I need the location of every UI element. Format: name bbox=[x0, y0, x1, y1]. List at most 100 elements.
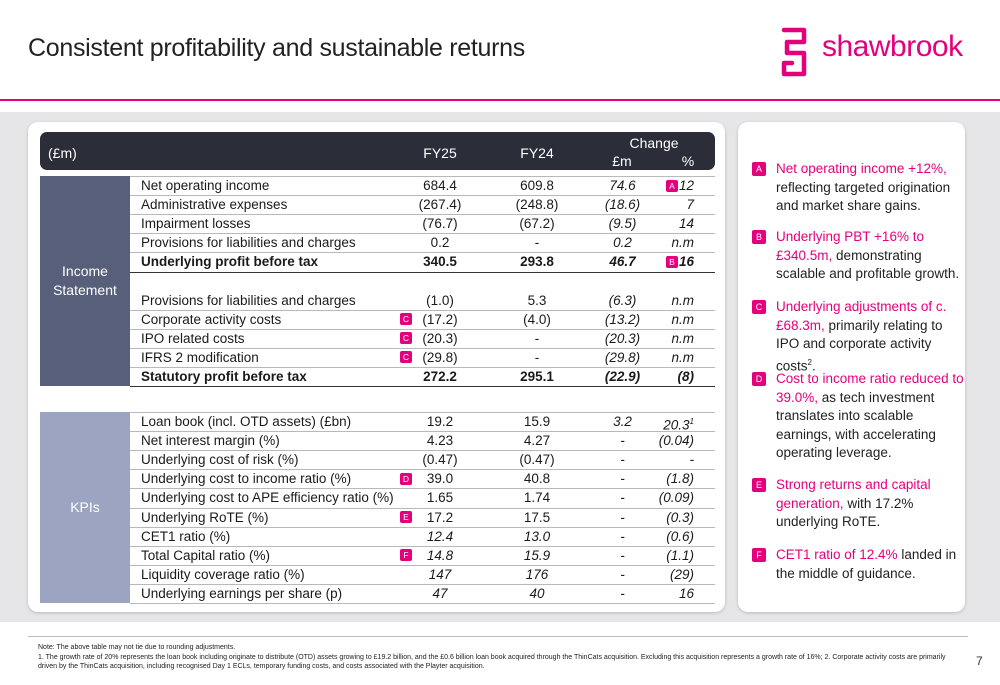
table-cell: 40.8 bbox=[523, 471, 551, 487]
table-cell: 19.2 bbox=[426, 414, 454, 429]
badge: A bbox=[666, 179, 678, 192]
table-cell: - bbox=[620, 528, 625, 544]
badge: C bbox=[400, 313, 412, 326]
callout-badge: C bbox=[752, 300, 766, 314]
table-cell: 293.8 bbox=[520, 254, 554, 270]
row-label: Underlying cost to APE efficiency ratio … bbox=[141, 490, 394, 506]
table-cell: 15.9 bbox=[523, 414, 551, 429]
callout-badge: E bbox=[752, 478, 766, 492]
table-cell: 5.3 bbox=[527, 292, 547, 308]
callout-highlight: Cost to income ratio reduced to 39.0%, bbox=[776, 371, 964, 405]
table-cell: (9.5) bbox=[608, 216, 637, 232]
row-label: Administrative expenses bbox=[141, 197, 288, 213]
callout-body: landed in the middle of guidance. bbox=[776, 547, 957, 581]
page-number: 7 bbox=[976, 654, 983, 668]
table-cell: (29) bbox=[669, 566, 694, 582]
table-cell: 147 bbox=[428, 566, 452, 582]
table-cell: 4.23 bbox=[426, 433, 454, 449]
table-cell: (13.2) bbox=[604, 311, 641, 327]
row-label: Impairment losses bbox=[141, 216, 251, 232]
table-cell: 14.8 bbox=[426, 547, 454, 563]
badge: F bbox=[400, 549, 412, 562]
table-cell: (29.8) bbox=[422, 349, 458, 365]
row-divider bbox=[130, 469, 715, 471]
column-header: FY25 bbox=[423, 145, 457, 161]
row-divider bbox=[130, 386, 715, 388]
table-cell: (0.47) bbox=[519, 452, 555, 468]
table-cell: 16 bbox=[678, 585, 694, 601]
table-cell: 12 bbox=[678, 178, 694, 193]
row-divider bbox=[130, 328, 715, 330]
row-divider bbox=[130, 450, 715, 452]
row-label: Underlying earnings per share (p) bbox=[141, 585, 343, 601]
table-cell: 39.0 bbox=[426, 471, 454, 487]
table-cell: n.m bbox=[671, 349, 694, 365]
row-label: Total Capital ratio (%) bbox=[141, 547, 271, 563]
row-label: Underlying cost to income ratio (%) bbox=[141, 471, 352, 487]
table-cell: (1.8) bbox=[666, 471, 694, 487]
callout-highlight: Underlying adjustments of c.£68.3m, bbox=[776, 299, 947, 333]
footnotes: Note: The above table may not tie due to… bbox=[38, 643, 963, 672]
table-cell: - bbox=[620, 566, 625, 582]
callout-badge: A bbox=[752, 162, 766, 176]
table-cell: - bbox=[534, 235, 540, 251]
column-header: FY24 bbox=[520, 145, 554, 161]
table-cell: 40 bbox=[529, 585, 545, 601]
callout-text: Strong returns and capital generation, w… bbox=[776, 476, 966, 532]
row-divider bbox=[130, 367, 715, 368]
table-cell: (1.0) bbox=[426, 292, 454, 308]
row-divider bbox=[130, 545, 715, 547]
table-cell: (18.6) bbox=[604, 197, 641, 213]
footnote-marker: 1 bbox=[689, 417, 694, 426]
row-divider bbox=[130, 271, 715, 273]
table-cell: 14 bbox=[678, 216, 694, 232]
row-divider bbox=[130, 176, 715, 177]
table-cell: 47 bbox=[432, 585, 448, 601]
table-cell: (0.3) bbox=[666, 509, 694, 525]
header-rule bbox=[0, 99, 1000, 101]
table-cell: 13.0 bbox=[523, 528, 551, 544]
row-divider bbox=[130, 252, 715, 254]
footnote: Note: The above table may not tie due to… bbox=[38, 644, 236, 651]
table-cell: (22.9) bbox=[604, 369, 641, 384]
row-label: Provisions for liabilities and charges bbox=[141, 235, 356, 251]
table-cell: 0.2 bbox=[430, 235, 450, 251]
row-label: Liquidity coverage ratio (%) bbox=[141, 566, 305, 582]
table-cell: 272.2 bbox=[423, 369, 457, 384]
table-cell: (20.3) bbox=[604, 330, 641, 346]
table-cell: 176 bbox=[525, 566, 549, 582]
table-cell: (67.2) bbox=[519, 216, 555, 232]
row-label: IFRS 2 modification bbox=[141, 349, 259, 365]
table-cell: 0.2 bbox=[613, 235, 632, 251]
callout-text: Cost to income ratio reduced to 39.0%, a… bbox=[776, 370, 966, 463]
section-label: Income Statement bbox=[40, 176, 130, 387]
table-cell: - bbox=[620, 490, 625, 506]
column-header: Change bbox=[629, 135, 679, 151]
badge: B bbox=[666, 255, 678, 268]
footnote-marker: 2 bbox=[807, 357, 812, 367]
badge: C bbox=[400, 332, 412, 345]
table-cell: 1.65 bbox=[426, 490, 454, 506]
table-cell: - bbox=[689, 452, 695, 468]
row-divider bbox=[130, 347, 715, 349]
row-label: Underlying RoTE (%) bbox=[141, 509, 269, 525]
table-cell: - bbox=[620, 585, 625, 601]
table-cell: 17.2 bbox=[426, 509, 454, 525]
row-divider bbox=[130, 412, 715, 413]
callout-badge: D bbox=[752, 372, 766, 386]
table-cell: n.m bbox=[671, 311, 694, 327]
table-cell: - bbox=[620, 433, 625, 449]
table-cell: 7 bbox=[686, 197, 694, 213]
table-cell: 15.9 bbox=[523, 547, 551, 563]
table-cell: (8) bbox=[677, 369, 695, 384]
logo-icon bbox=[781, 27, 807, 77]
row-label: Underlying profit before tax bbox=[141, 254, 319, 270]
callout-badge: B bbox=[752, 230, 766, 244]
row-label: Net operating income bbox=[141, 178, 270, 193]
table-cell: (0.6) bbox=[666, 528, 694, 544]
table-cell: 20.31 bbox=[663, 417, 694, 433]
table-cell: (29.8) bbox=[604, 349, 641, 365]
row-divider bbox=[130, 431, 715, 433]
callout-body: as tech investment translates into scala… bbox=[776, 389, 936, 461]
section-label: KPIs bbox=[40, 412, 130, 603]
